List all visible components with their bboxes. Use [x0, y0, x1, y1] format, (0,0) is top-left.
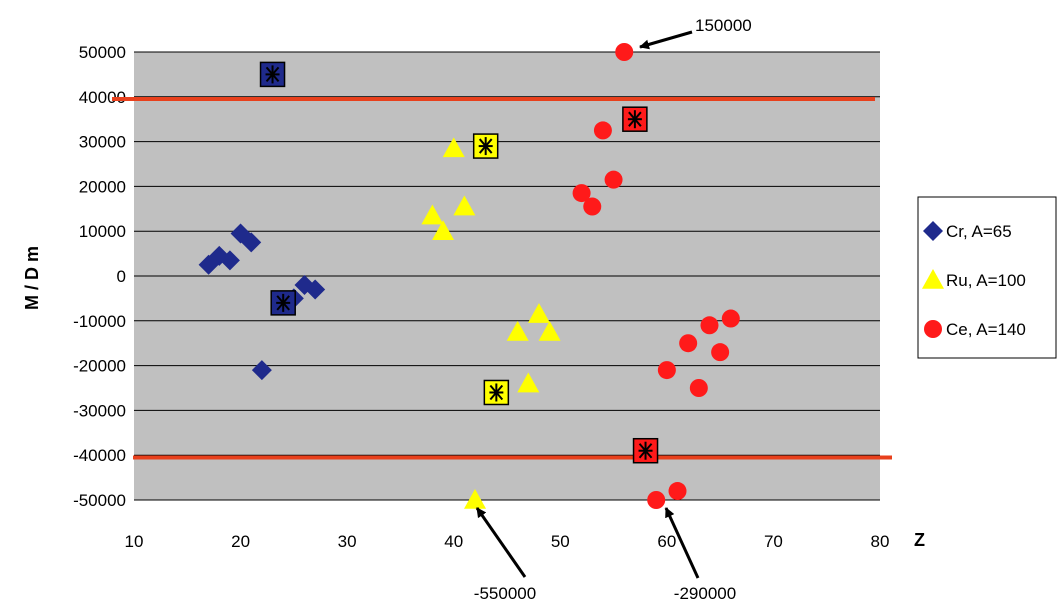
- y-tick-label: -50000: [73, 491, 126, 510]
- data-marks: [198, 43, 740, 509]
- data-point: [464, 489, 487, 509]
- x-tick-label: 20: [231, 532, 250, 551]
- data-point: [198, 254, 219, 275]
- annotation-label: -550000: [474, 584, 536, 603]
- y-tick-label: -10000: [73, 312, 126, 331]
- annotation-label: -290000: [674, 584, 736, 603]
- data-point: [668, 482, 687, 501]
- data-point: [506, 321, 529, 341]
- x-axis-tick-labels: 10 20 30 40 50 60 70 80: [125, 532, 890, 551]
- legend: Cr, A=65 Ru, A=100 Ce, A=140: [917, 196, 1057, 359]
- legend-label: Ru, A=100: [946, 271, 1026, 290]
- data-point: [615, 43, 634, 61]
- star-mark: [478, 137, 493, 156]
- y-tick-label: 20000: [79, 177, 126, 196]
- reference-lines: [112, 97, 892, 460]
- data-point: [583, 197, 602, 216]
- data-point: [721, 309, 740, 328]
- y-tick-label: 10000: [79, 222, 126, 241]
- legend-label: Ce, A=140: [946, 320, 1026, 339]
- star-stroke: [265, 66, 280, 83]
- y-tick-label: -40000: [73, 446, 126, 465]
- x-tick-label: 40: [444, 532, 463, 551]
- star-mark: [638, 441, 653, 460]
- x-tick-label: 30: [338, 532, 357, 551]
- y-tick-label: 30000: [79, 133, 126, 152]
- data-point: [241, 232, 262, 253]
- data-point: [647, 491, 666, 509]
- star-stroke: [276, 295, 290, 311]
- star-mark: [627, 110, 642, 129]
- y-tick-label: -20000: [73, 357, 126, 376]
- data-point: [572, 184, 591, 203]
- data-point: [538, 321, 561, 341]
- data-point: [442, 137, 465, 158]
- y-axis-tick-labels: 50000 40000 30000 20000 10000 0 -10000 -20000 -3…: [73, 43, 126, 510]
- x-tick-label: 10: [125, 532, 144, 551]
- data-point: [432, 220, 455, 240]
- x-tick-label: 80: [871, 532, 890, 551]
- data-point: [711, 343, 730, 362]
- x-tick-label: 70: [764, 532, 783, 551]
- data-point: [679, 334, 698, 353]
- y-tick-label: 50000: [79, 43, 126, 62]
- y-axis-title: M / D m: [22, 246, 42, 310]
- data-point: [604, 170, 623, 189]
- data-point: [700, 316, 719, 335]
- legend-label: Cr, A=65: [946, 222, 1012, 241]
- annotation-arrow: [664, 507, 700, 579]
- y-tick-label: -30000: [73, 401, 126, 420]
- x-tick-label: 60: [657, 532, 676, 551]
- annotation-arrow: [639, 30, 693, 50]
- star-mark: [276, 293, 291, 312]
- legend-marker: [922, 269, 944, 289]
- legend-marker: [924, 320, 942, 338]
- star-stroke: [638, 443, 653, 459]
- y-tick-label: 0: [117, 267, 126, 286]
- data-point: [453, 195, 476, 216]
- data-point: [593, 121, 612, 140]
- data-point: [305, 279, 326, 300]
- star-mark: [265, 65, 280, 84]
- x-axis-title: Z: [914, 530, 925, 550]
- data-point: [251, 360, 272, 381]
- star-mark: [489, 383, 504, 402]
- data-point: [527, 303, 550, 323]
- data-point: [657, 361, 676, 380]
- data-point: [689, 379, 708, 397]
- data-point: [219, 250, 240, 271]
- data-point: [517, 372, 540, 393]
- data-point: [421, 204, 444, 225]
- star-stroke: [478, 138, 493, 154]
- y-tick-label: 40000: [79, 88, 126, 107]
- star-stroke: [628, 111, 642, 127]
- annotation-arrow: [475, 507, 527, 578]
- legend-marker: [923, 221, 943, 241]
- annotations: 150000 -550000 -290000: [474, 16, 752, 603]
- annotation-label: 150000: [695, 16, 752, 35]
- x-tick-label: 50: [551, 532, 570, 551]
- star-stroke: [489, 384, 504, 401]
